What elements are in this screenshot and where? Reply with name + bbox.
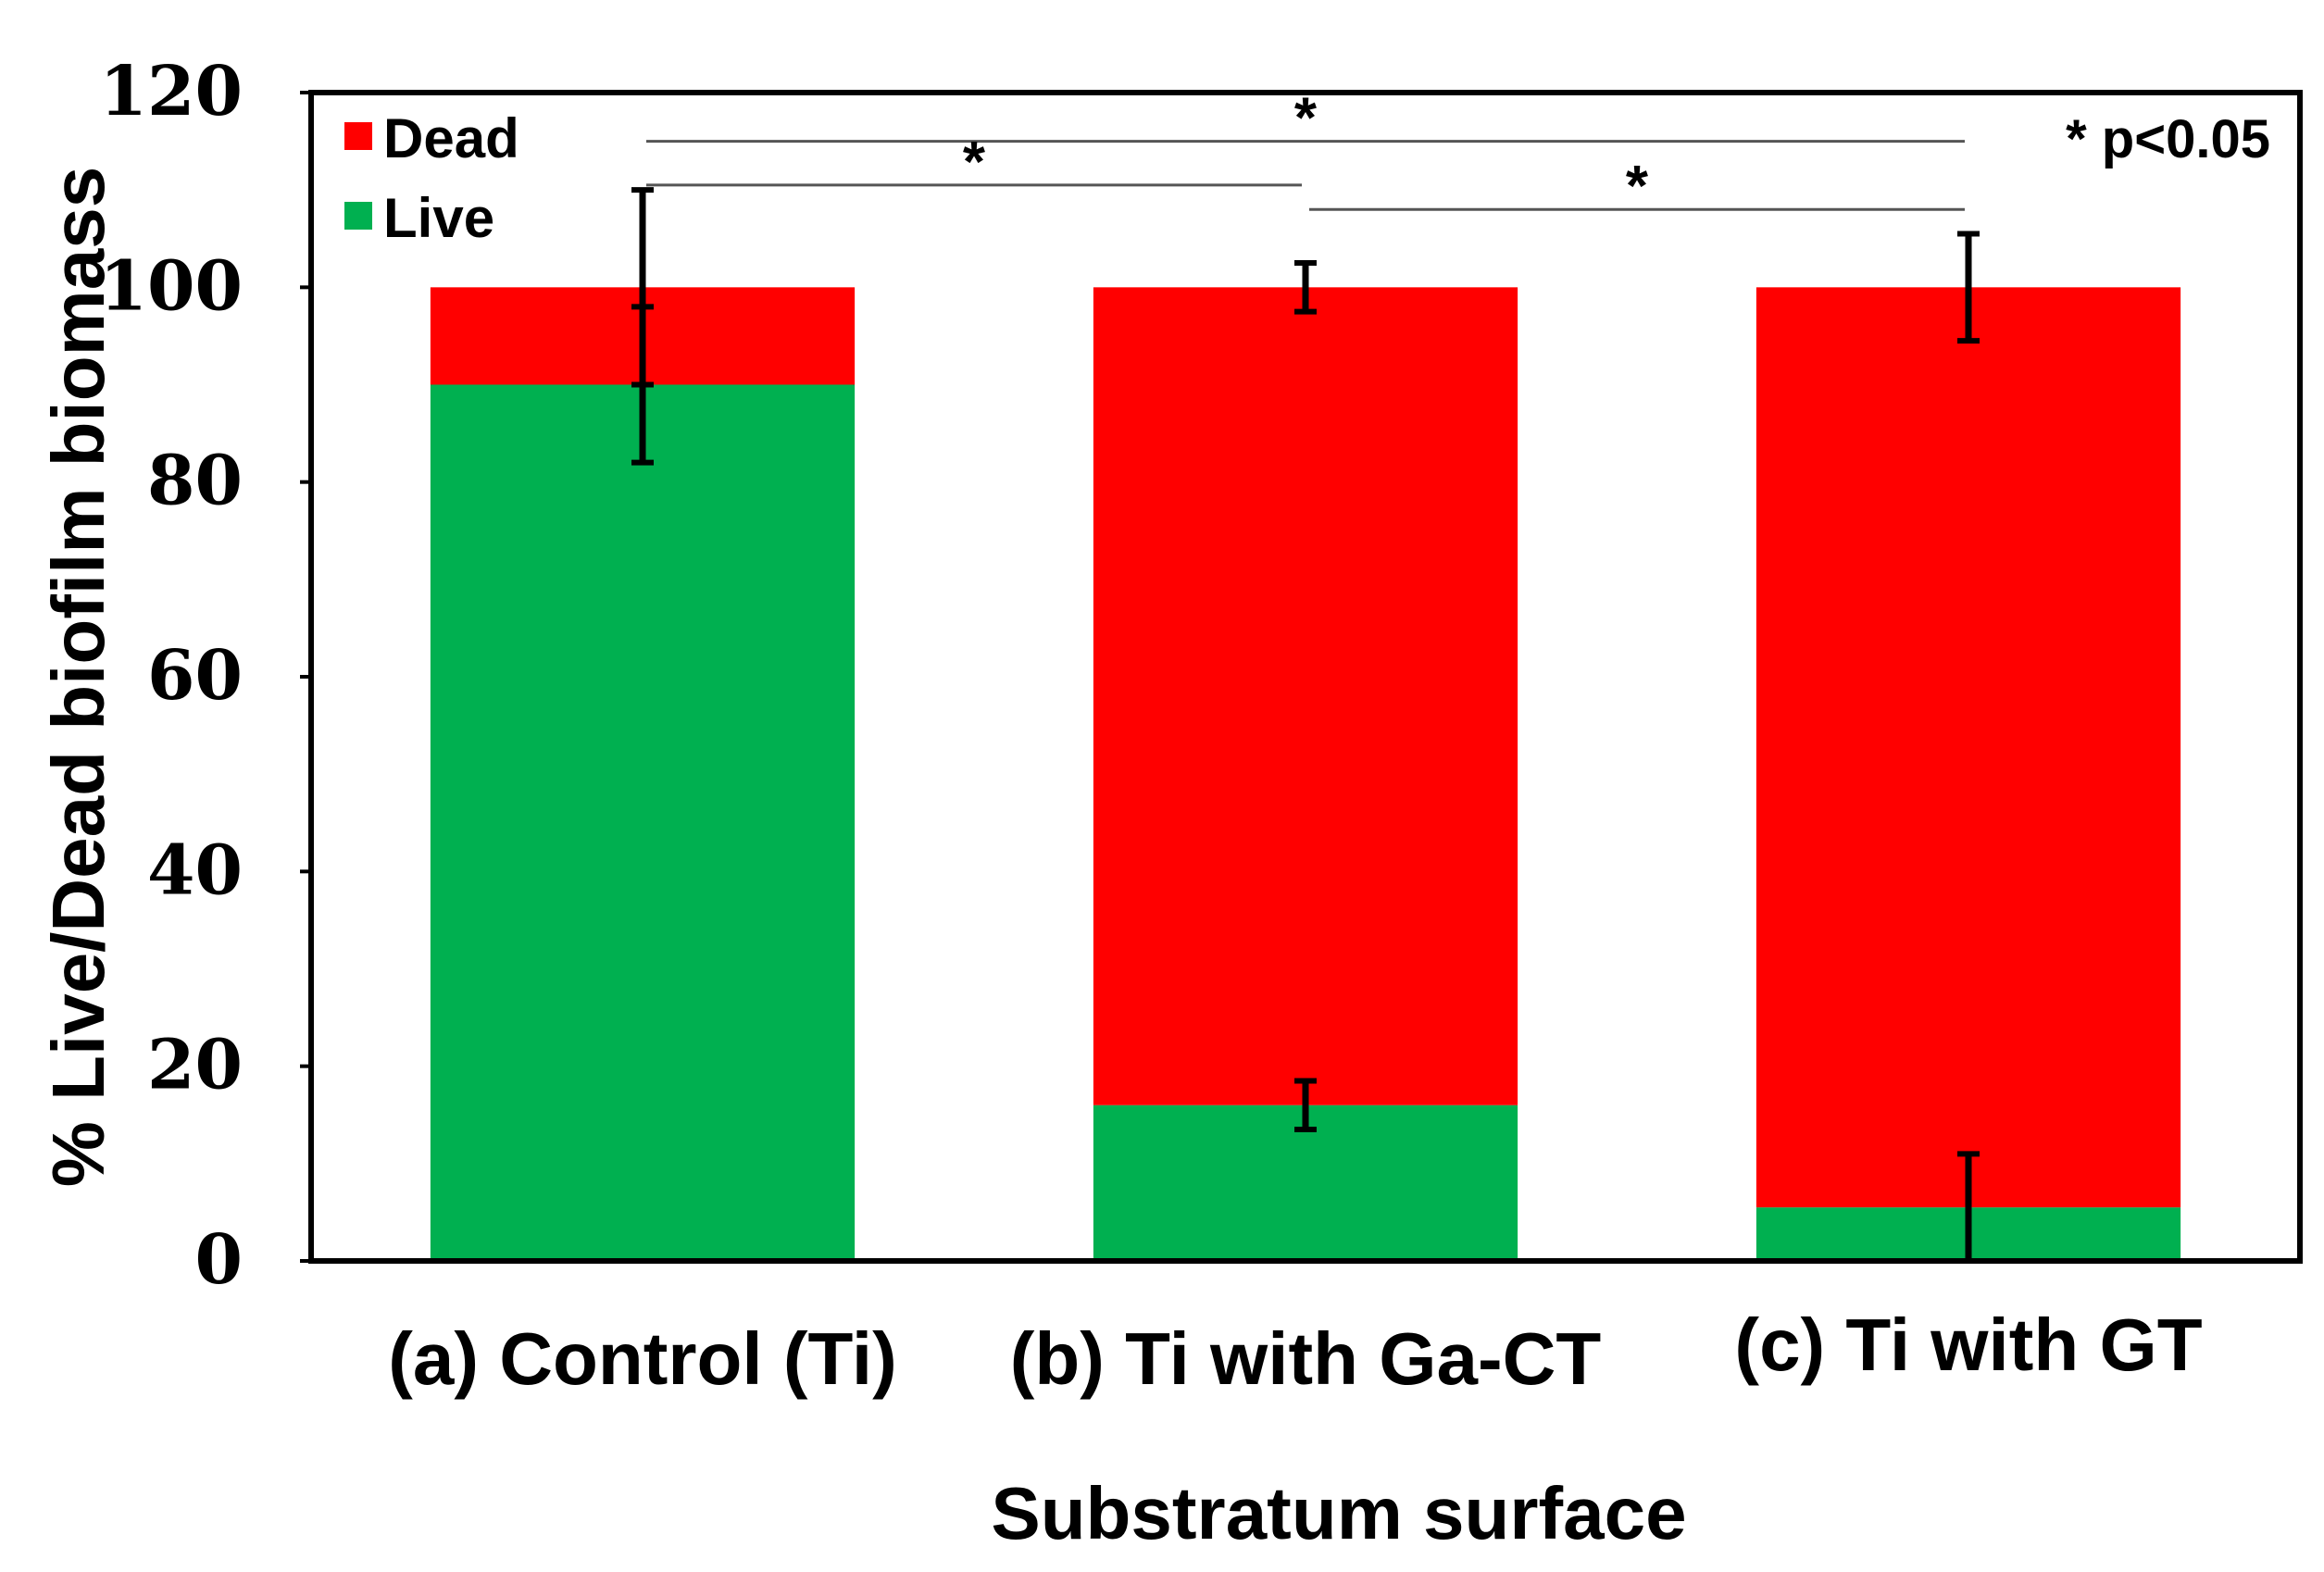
legend-label-dead: Dead: [383, 107, 519, 169]
y-tick-label-80: 80: [147, 442, 243, 521]
legend: Dead Live: [344, 107, 519, 249]
bar-live-1: [430, 384, 856, 1261]
y-tick-label-120: 120: [100, 52, 243, 131]
significance-layer: * * *: [646, 87, 1965, 218]
x-category-label-1: (a) Control (Ti): [388, 1317, 897, 1400]
significance-star-2: *: [963, 131, 986, 194]
legend-label-live: Live: [383, 187, 494, 249]
y-tick-label-40: 40: [147, 830, 243, 910]
y-tick-label-0: 0: [195, 1220, 244, 1300]
error-bar-dead-1: [631, 187, 654, 388]
p-value-note: * p<0.05: [2066, 109, 2270, 169]
x-category-label-3: (c) Ti with GT: [1734, 1304, 2202, 1386]
significance-star-1: *: [1294, 87, 1318, 151]
x-category-label-2: (b) Ti with Ga-CT: [1010, 1317, 1602, 1400]
x-axis-category-labels: (a) Control (Ti) (b) Ti with Ga-CT (c) Ti …: [388, 1304, 2202, 1400]
error-bar-dead-3: [1957, 231, 1980, 344]
y-tick-label-20: 20: [147, 1026, 243, 1105]
significance-star-3: *: [1626, 155, 1649, 218]
error-bar-live-2: [1294, 1078, 1317, 1133]
error-bar-dead-2: [1294, 260, 1317, 315]
bar-dead-2: [1093, 287, 1518, 1105]
y-tick-label-60: 60: [147, 636, 243, 716]
bars-layer: [430, 287, 2181, 1261]
y-axis-title: % Live/Dead biofilm biomass: [37, 167, 119, 1188]
legend-swatch-live: [344, 202, 372, 230]
error-bars-layer: [631, 187, 1980, 1264]
y-axis-ticks: 0 20 40 60 80 100 120: [100, 52, 311, 1300]
x-axis-title: Substratum surface: [991, 1472, 1686, 1554]
bar-dead-3: [1755, 287, 2181, 1208]
legend-swatch-dead: [344, 122, 372, 150]
y-tick-label-100: 100: [100, 246, 243, 326]
